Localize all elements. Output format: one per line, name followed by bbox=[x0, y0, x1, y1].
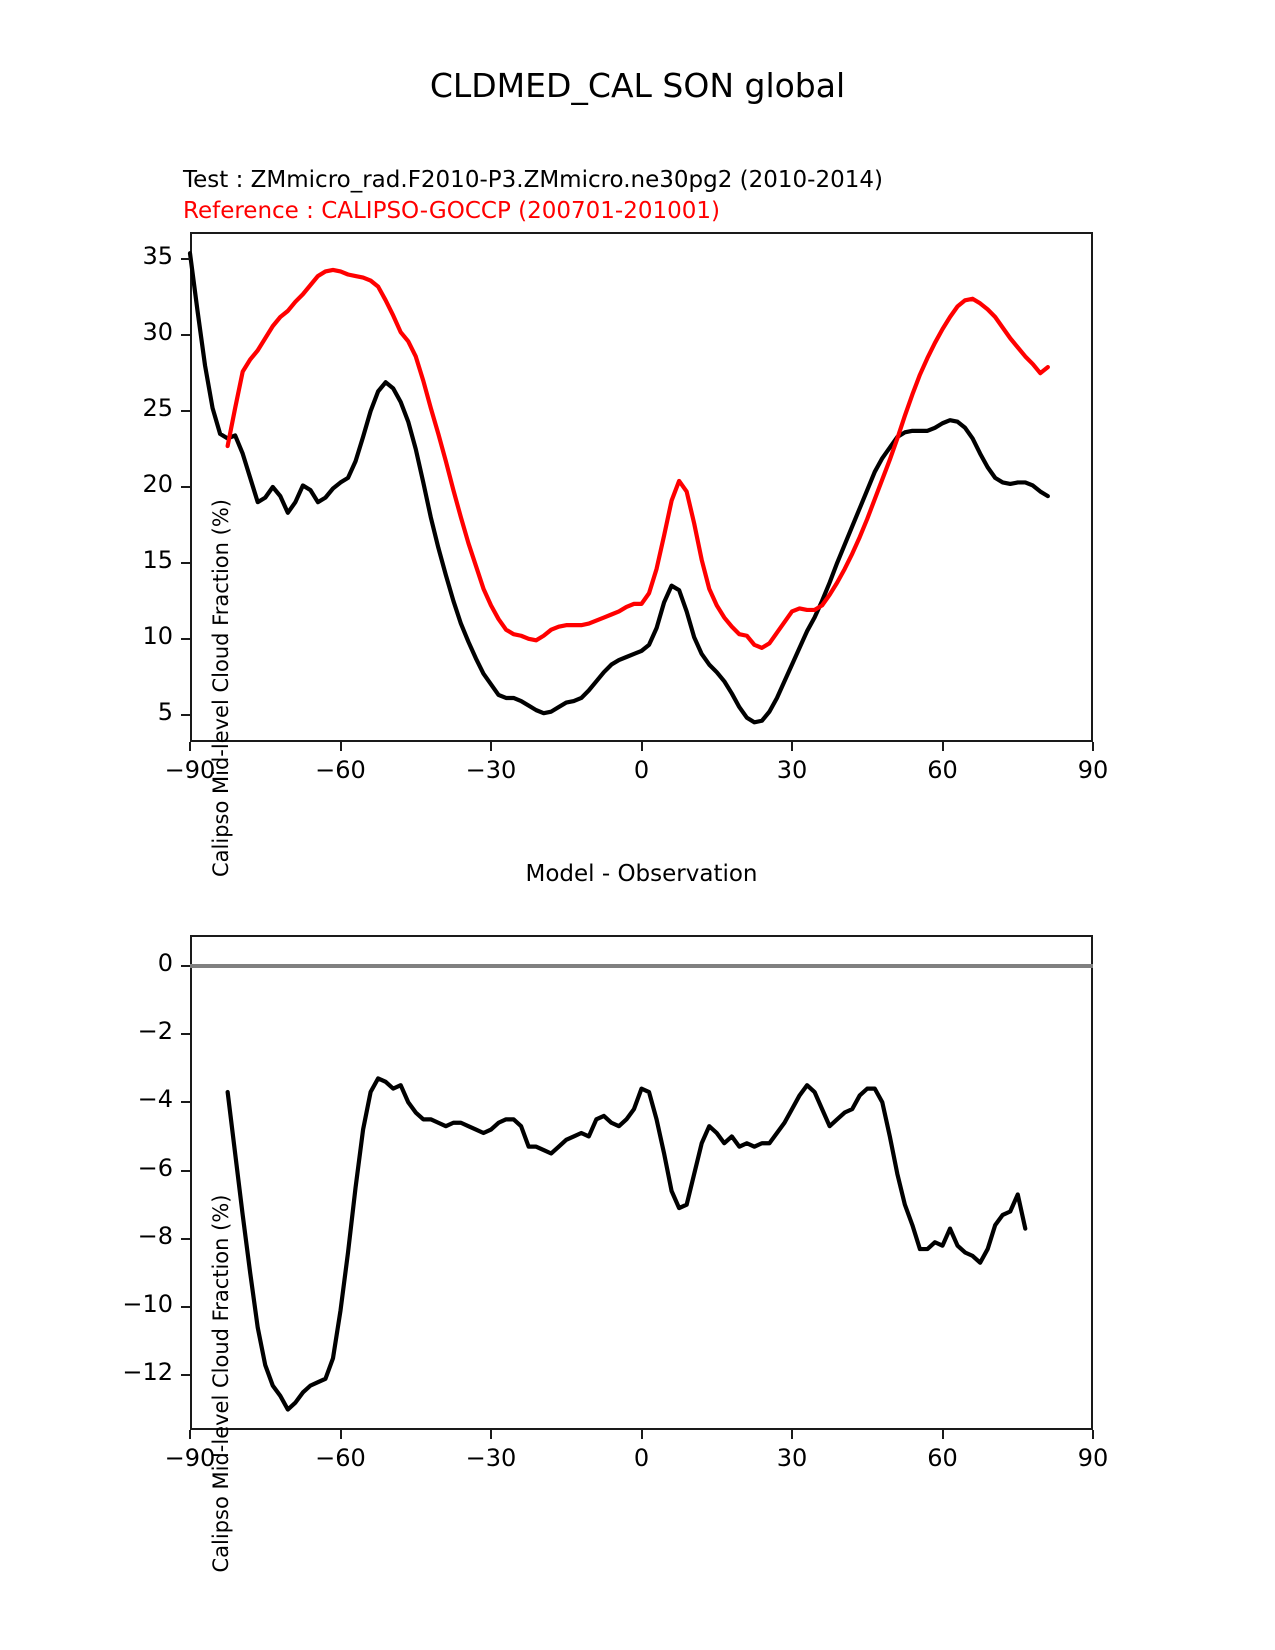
y-tick-mark bbox=[181, 637, 190, 640]
x-tick-mark bbox=[189, 742, 191, 751]
y-tick-mark bbox=[181, 334, 190, 337]
y-tick-mark bbox=[181, 1033, 190, 1035]
y-tick-label: 35 bbox=[142, 242, 173, 271]
x-tick-label: 30 bbox=[776, 1444, 808, 1472]
x-tick-mark bbox=[339, 1430, 342, 1439]
x-tick-mark bbox=[640, 1430, 643, 1439]
x-tick-mark bbox=[941, 1430, 944, 1439]
bottom-panel-title: Model - Observation bbox=[525, 861, 758, 887]
y-tick-label: −4 bbox=[137, 1085, 173, 1114]
x-tick-mark bbox=[339, 742, 342, 751]
y-tick-label: 20 bbox=[142, 470, 173, 498]
x-tick-label: 60 bbox=[927, 1444, 958, 1472]
x-tick-mark bbox=[490, 1430, 492, 1439]
caption-reference-line: Reference : CALIPSO-GOCCP (200701-201001… bbox=[183, 198, 721, 224]
y-tick-label: 30 bbox=[142, 318, 173, 347]
data-series-line bbox=[225, 1076, 1028, 1412]
x-tick-label: 30 bbox=[776, 756, 808, 784]
y-tick-mark bbox=[181, 713, 190, 716]
y-tick-mark bbox=[181, 964, 190, 967]
y-tick-mark bbox=[181, 1237, 190, 1240]
x-tick-label: −30 bbox=[465, 1444, 517, 1472]
y-tick-mark bbox=[181, 410, 190, 413]
page-title: CLDMED_CAL SON global bbox=[429, 66, 846, 105]
x-tick-mark bbox=[640, 742, 643, 751]
caption-block: Test : ZMmicro_rad.F2010-P3.ZMmicro.ne30… bbox=[183, 165, 1083, 227]
zero-reference-line bbox=[190, 963, 1093, 968]
x-tick-mark bbox=[791, 1430, 793, 1439]
y-tick-mark bbox=[181, 486, 190, 488]
data-series-line bbox=[225, 267, 1050, 650]
x-tick-label: 60 bbox=[927, 756, 958, 784]
x-tick-label: 90 bbox=[1077, 756, 1109, 784]
y-tick-label: 10 bbox=[142, 621, 173, 650]
y-tick-mark bbox=[181, 1169, 190, 1172]
y-tick-label: 15 bbox=[142, 545, 173, 574]
x-tick-mark bbox=[1092, 1430, 1094, 1439]
x-tick-label: 90 bbox=[1077, 1444, 1109, 1472]
x-tick-label: −30 bbox=[465, 756, 517, 784]
y-tick-mark bbox=[181, 1374, 190, 1377]
x-tick-mark bbox=[941, 742, 944, 751]
y-tick-label: 5 bbox=[157, 697, 173, 726]
x-tick-mark bbox=[189, 1430, 191, 1439]
bottom-panel-plot-area bbox=[190, 935, 1093, 1430]
y-tick-label: 0 bbox=[157, 948, 173, 977]
caption-test-line: Test : ZMmicro_rad.F2010-P3.ZMmicro.ne30… bbox=[183, 167, 883, 193]
x-tick-label: −60 bbox=[315, 756, 366, 784]
y-tick-label: −6 bbox=[137, 1153, 173, 1182]
top-panel-plot-area bbox=[190, 232, 1093, 742]
y-tick-mark bbox=[181, 561, 190, 564]
y-tick-mark bbox=[181, 258, 190, 261]
x-tick-mark bbox=[1092, 742, 1094, 751]
x-tick-label: 0 bbox=[633, 1444, 650, 1472]
y-tick-label: −10 bbox=[122, 1290, 173, 1319]
x-tick-label: 0 bbox=[633, 756, 650, 784]
y-tick-label: −8 bbox=[137, 1221, 173, 1250]
y-tick-label: −2 bbox=[137, 1017, 173, 1045]
y-tick-label: −12 bbox=[122, 1358, 173, 1387]
x-tick-label: −60 bbox=[315, 1444, 366, 1472]
y-tick-label: 25 bbox=[142, 394, 173, 423]
data-series-line bbox=[187, 251, 1050, 725]
y-tick-mark bbox=[181, 1306, 190, 1309]
x-tick-mark bbox=[490, 742, 492, 751]
y-tick-mark bbox=[181, 1101, 190, 1104]
x-tick-label: −90 bbox=[164, 756, 216, 784]
x-tick-mark bbox=[791, 742, 793, 751]
x-tick-label: −90 bbox=[164, 1444, 216, 1472]
